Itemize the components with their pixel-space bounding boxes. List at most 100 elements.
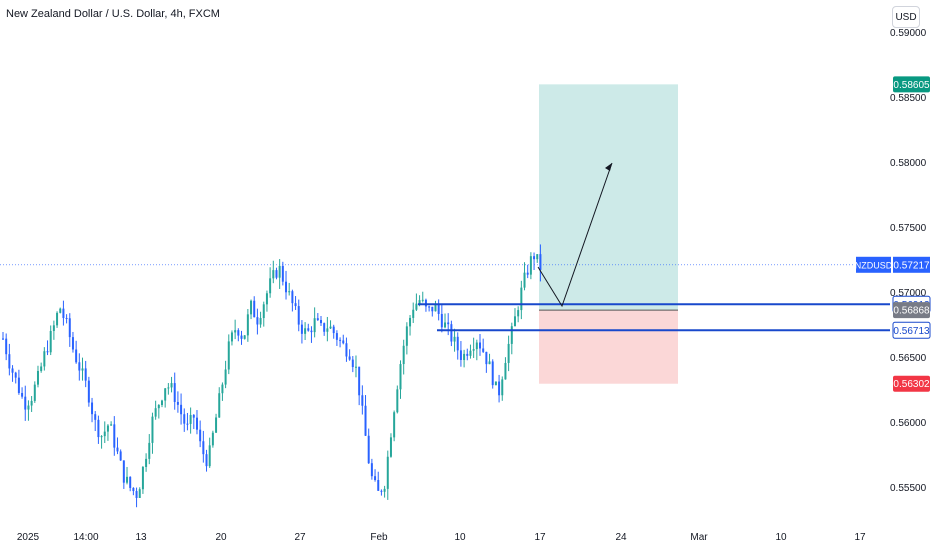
candle [59,308,62,313]
stop-zone [539,310,678,384]
stop-price-label: 0.56302 [893,379,930,390]
candle [164,388,167,401]
candle [78,362,81,371]
candle [421,299,424,301]
candle [415,303,418,310]
candle [507,343,510,363]
candle [310,330,313,333]
candle [431,306,434,312]
candle [396,389,399,413]
candle [40,366,43,371]
candle [428,306,431,308]
candle [297,306,300,325]
candle [21,392,24,397]
candle [342,340,345,344]
candle [132,487,135,492]
candle [141,466,144,490]
candle [246,314,249,336]
x-tick-label: 27 [294,532,306,543]
candle [450,324,453,342]
candle [126,476,129,483]
candle [97,419,100,438]
candle [300,324,303,334]
candle [479,342,481,349]
candle [265,293,268,305]
x-tick-label: 2025 [17,532,40,543]
y-tick-label: 0.56500 [890,353,927,364]
candle [348,356,351,360]
candle [399,364,402,390]
candle [11,368,14,373]
candle [5,338,8,355]
candle [2,338,4,340]
candle [361,395,364,406]
target-price-tag [893,76,930,93]
candle [453,336,456,342]
candle [444,322,447,328]
y-tick-label: 0.57500 [890,223,927,234]
candle [75,349,78,363]
candle [100,436,103,438]
candle [17,377,20,393]
projection-arrow [537,162,613,308]
candle [281,265,284,282]
candle [24,396,27,410]
candle [459,350,462,360]
candle [157,405,160,409]
entry-price-tag [893,302,930,319]
candle [278,265,281,278]
candle [91,402,94,415]
candle [307,328,310,331]
candle [227,341,230,370]
x-tick-label: 13 [135,532,147,543]
x-tick-label: Mar [690,532,708,543]
candle [71,337,74,350]
candle [351,359,354,368]
candle [501,379,504,396]
candle [523,272,526,288]
candle [475,342,478,350]
x-tick-label: 10 [454,532,466,543]
candle [539,254,542,270]
candle [389,437,392,457]
candle [148,442,151,459]
current-price-label: 0.57217 [893,260,930,271]
candle [250,300,253,315]
candle [482,348,485,352]
candle [234,330,237,333]
candle [259,318,262,325]
candle [218,393,221,418]
candle [494,381,497,386]
candle [364,405,367,436]
candle [424,299,427,307]
symbol-tag [856,256,891,273]
candle [30,400,33,406]
x-tick-label: 20 [215,532,227,543]
candle [161,400,163,406]
candle [466,353,469,356]
candle [536,254,539,260]
currency-button[interactable]: USD [892,6,920,28]
candle [211,432,214,446]
candle [374,476,377,480]
candle [94,414,97,420]
candle [339,339,342,341]
candle [243,335,246,339]
candle [412,309,415,318]
candle [380,490,383,492]
candle [27,405,30,410]
candle [151,416,154,443]
candle [291,291,294,304]
candle [199,429,202,442]
candle [262,304,265,319]
candle [145,458,148,467]
candle [129,476,132,488]
y-tick-label: 0.56000 [890,418,927,429]
candle [463,353,466,360]
candle [469,350,472,356]
candle [33,384,36,401]
candle [320,319,322,324]
candle [323,323,326,332]
candle [393,412,396,438]
